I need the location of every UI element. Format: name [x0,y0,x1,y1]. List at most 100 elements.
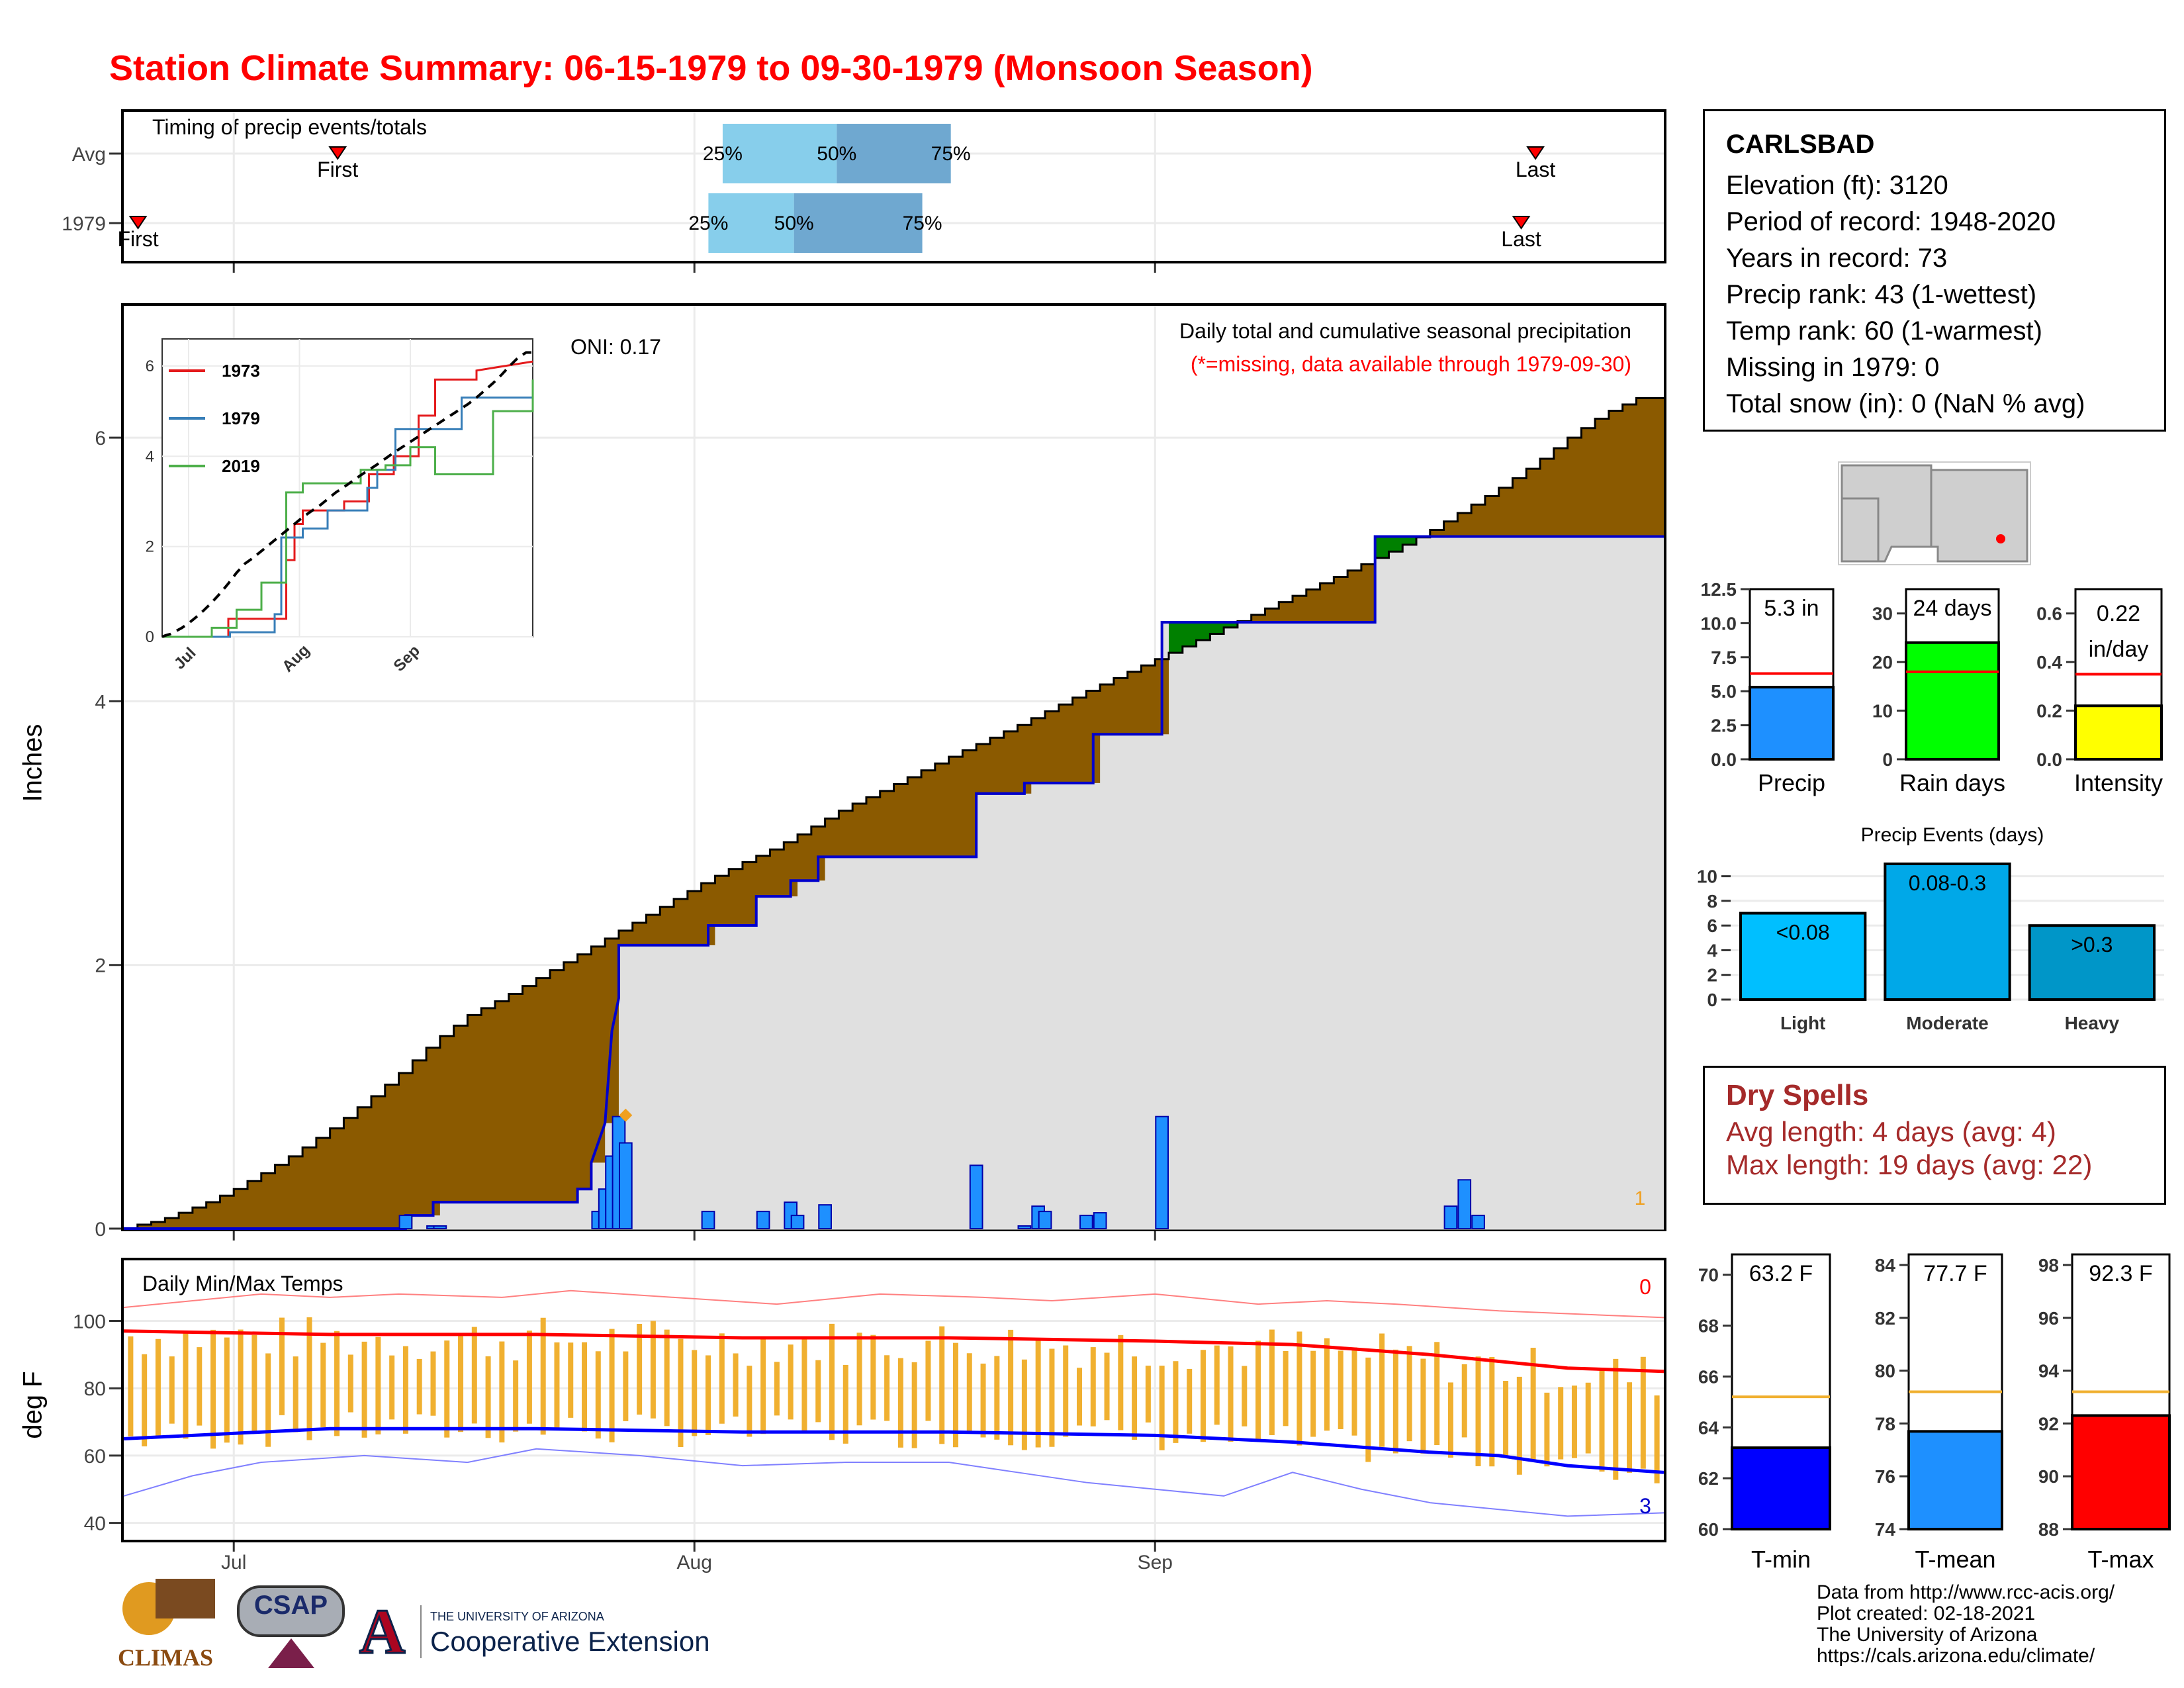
station-info-box: CARLSBAD Elevation (ft): 3120 Period of … [1703,109,2166,432]
temp-daily-bar [1310,1350,1316,1437]
x-tick-label: Aug [677,1552,712,1573]
temp-daily-bar [1228,1346,1234,1442]
precip-daily-bar [1093,1212,1107,1230]
temp-daily-bar [389,1355,395,1420]
inset-y-tick-label: 2 [146,538,154,556]
station-line: Period of record: 1948-2020 [1726,207,2056,236]
temp-daily-bar [829,1323,835,1440]
temp-record-max-line [123,1289,1664,1319]
summary-bar [1749,686,1835,761]
events-bar [2028,924,2156,1001]
inset-series-line [162,360,533,638]
temp-daily-bar [911,1362,917,1448]
events-y-tick-label: 0 [1707,990,1717,1010]
temp-avg-min-line [123,1427,1664,1474]
temp-daily-bar [1324,1338,1330,1431]
temp-daily-bar [251,1335,257,1433]
temp-daily-bar [1489,1357,1495,1467]
temp-y-tick-label: 40 [84,1513,106,1535]
temp-daily-bar [609,1329,615,1442]
temp-daily-bar [1530,1348,1536,1460]
precip-daily-bar [701,1211,715,1230]
temp-record-min-line [123,1448,1664,1517]
x-tick-label: Sep [1138,1552,1173,1573]
temp-daily-bar [169,1356,175,1424]
inset-y-tick-label: 0 [146,628,154,646]
temp-daily-bar [801,1338,807,1433]
summary-y-tick-label: 66 [1698,1366,1719,1387]
temp-daily-bar [623,1351,629,1421]
timing-row-label: 1979 [62,213,106,235]
temp-daily-bar [856,1333,862,1426]
temp-daily-bar [568,1342,574,1418]
events-y-tick-label: 10 [1697,867,1717,887]
summary-y-tick-label: 74 [1875,1519,1896,1540]
precip-daily-bar [1457,1179,1472,1229]
timing-q75-label: 75% [931,143,971,165]
station-line: Total snow (in): 0 (NaN % avg) [1726,389,2085,418]
inset-y-tick-label: 4 [146,447,154,465]
precip-max-marker [619,1108,633,1122]
temp-daily-bar [1351,1347,1357,1436]
temp-daily-bar [1516,1376,1522,1475]
precip-daily-bar [756,1211,770,1230]
temp-daily-bar [485,1356,491,1438]
temp-daily-bar [719,1333,725,1424]
summary-bar [2074,704,2163,761]
ua-small-text: THE UNIVERSITY OF ARIZONA [430,1610,604,1623]
summary-value-label: 63.2 F [1749,1261,1813,1286]
temp-daily-bar [513,1360,519,1432]
temp-daily-bar [1613,1358,1619,1480]
temp-daily-bar [692,1350,698,1436]
temp-daily-bar [1640,1356,1646,1469]
temp-daily-bar [842,1364,848,1444]
summary-y-tick-label: 0.6 [2036,604,2062,624]
summary-category-label: Precip [1758,769,1825,796]
temp-daily-bar [1599,1369,1605,1472]
temp-daily-bar [293,1356,298,1432]
events-bar [1884,863,2011,1001]
temp-daily-bar [471,1327,477,1424]
summary-category-label: T-mean [1915,1546,1995,1573]
precip-daily-bar [619,1142,633,1229]
temp-y-tick-label: 60 [84,1446,106,1468]
dry-spells-avg: Avg length: 4 days (avg: 4) [1726,1116,2056,1147]
temp-daily-bar [1159,1366,1165,1450]
temp-daily-bar [1145,1366,1151,1423]
summary-value-label: in/day [2089,637,2149,662]
temp-daily-bar [1269,1329,1275,1435]
temp-daily-bar [320,1342,326,1428]
csap-mountain-icon [268,1638,314,1668]
summary-y-tick-label: 0 [1882,749,1893,770]
inset-frame [161,338,533,637]
temp-daily-bar [870,1335,876,1420]
temp-y-tick-label: 100 [73,1311,106,1333]
summary-bar [1731,1446,1831,1531]
precip-surplus-area [1169,536,1430,653]
temp-daily-bar [884,1355,890,1421]
temp-y-tick-label: 80 [84,1378,106,1400]
timing-q50-q75-bar [794,193,923,253]
temp-daily-bar [980,1363,986,1438]
events-value-label: >0.3 [2071,933,2113,957]
station-line: Elevation (ft): 3120 [1726,171,1948,200]
temp-daily-bar [1283,1350,1289,1427]
precip-daily-bar [398,1215,413,1229]
summary-y-tick-label: 10.0 [1701,613,1737,633]
temp-daily-bar [747,1366,752,1437]
temp-daily-bar [595,1351,601,1439]
temp-daily-bar [774,1362,780,1416]
station-name: CARLSBAD [1726,130,1875,159]
summary-y-tick-label: 92 [2038,1413,2059,1434]
precip-daily-bar [1155,1115,1169,1229]
temp-daily-bar [1008,1329,1014,1446]
timing-last-label: Last [1516,158,1556,181]
precip-daily-bar [1443,1205,1458,1230]
precip-count-label: 1 [1635,1188,1646,1209]
summary-bar [1905,641,2000,761]
timing-last-marker [1512,216,1531,230]
temp-daily-bar [1118,1335,1124,1430]
